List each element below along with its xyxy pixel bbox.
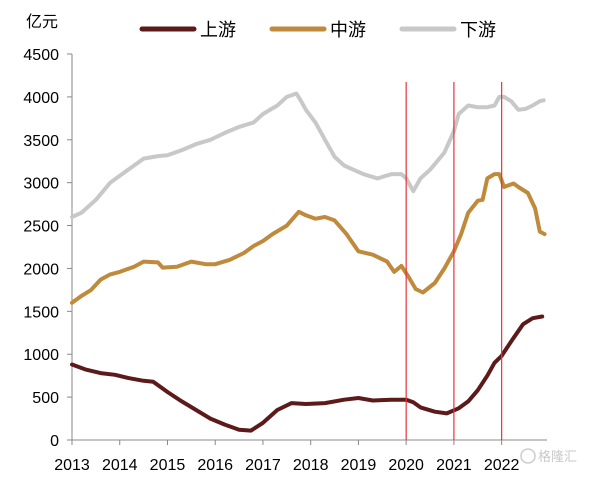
axes: 0 500 1000 1500 2000 2500 3000 3500 4000 4500 2013… [23, 47, 547, 474]
x-tick-label: 2014 [102, 457, 138, 474]
x-tick-label: 2015 [150, 457, 186, 474]
unit-label: 亿元 [26, 12, 58, 31]
legend-label: 中游 [330, 20, 366, 41]
x-tick-label: 2018 [293, 457, 329, 474]
series-line-2 [70, 172, 547, 305]
x-tick-label: 2020 [388, 457, 424, 474]
watermark: 格隆汇 [520, 448, 577, 465]
legend: 上游 中游 下游 [139, 20, 496, 41]
watermark-text: 格隆汇 [538, 449, 577, 465]
y-tick-label: 2500 [23, 219, 59, 236]
series-line-3 [70, 91, 546, 219]
x-tick-label: 2013 [54, 457, 90, 474]
y-tick-label: 1000 [23, 347, 59, 364]
y-tick-label: 4500 [23, 47, 59, 64]
x-tick-label: 2021 [436, 457, 472, 474]
x-tick-label: 2016 [197, 457, 233, 474]
y-tick-label: 0 [50, 433, 59, 450]
x-tick-label: 2019 [341, 457, 377, 474]
y-tick-label: 4000 [23, 90, 59, 107]
legend-label: 下游 [460, 20, 496, 41]
y-tick-label: 500 [32, 390, 59, 407]
x-tick-label: 2022 [484, 457, 520, 474]
legend-label: 上游 [200, 20, 236, 41]
markers-layer [405, 82, 503, 440]
series-line-1 [70, 314, 545, 433]
x-tick-label: 2017 [245, 457, 281, 474]
y-tick-label: 3000 [23, 176, 59, 193]
watermark-logo-icon [520, 448, 536, 464]
y-tick-label: 3500 [23, 133, 59, 150]
y-tick-label: 2000 [23, 261, 59, 278]
y-tick-label: 1500 [23, 304, 59, 321]
series-layer [70, 91, 547, 433]
